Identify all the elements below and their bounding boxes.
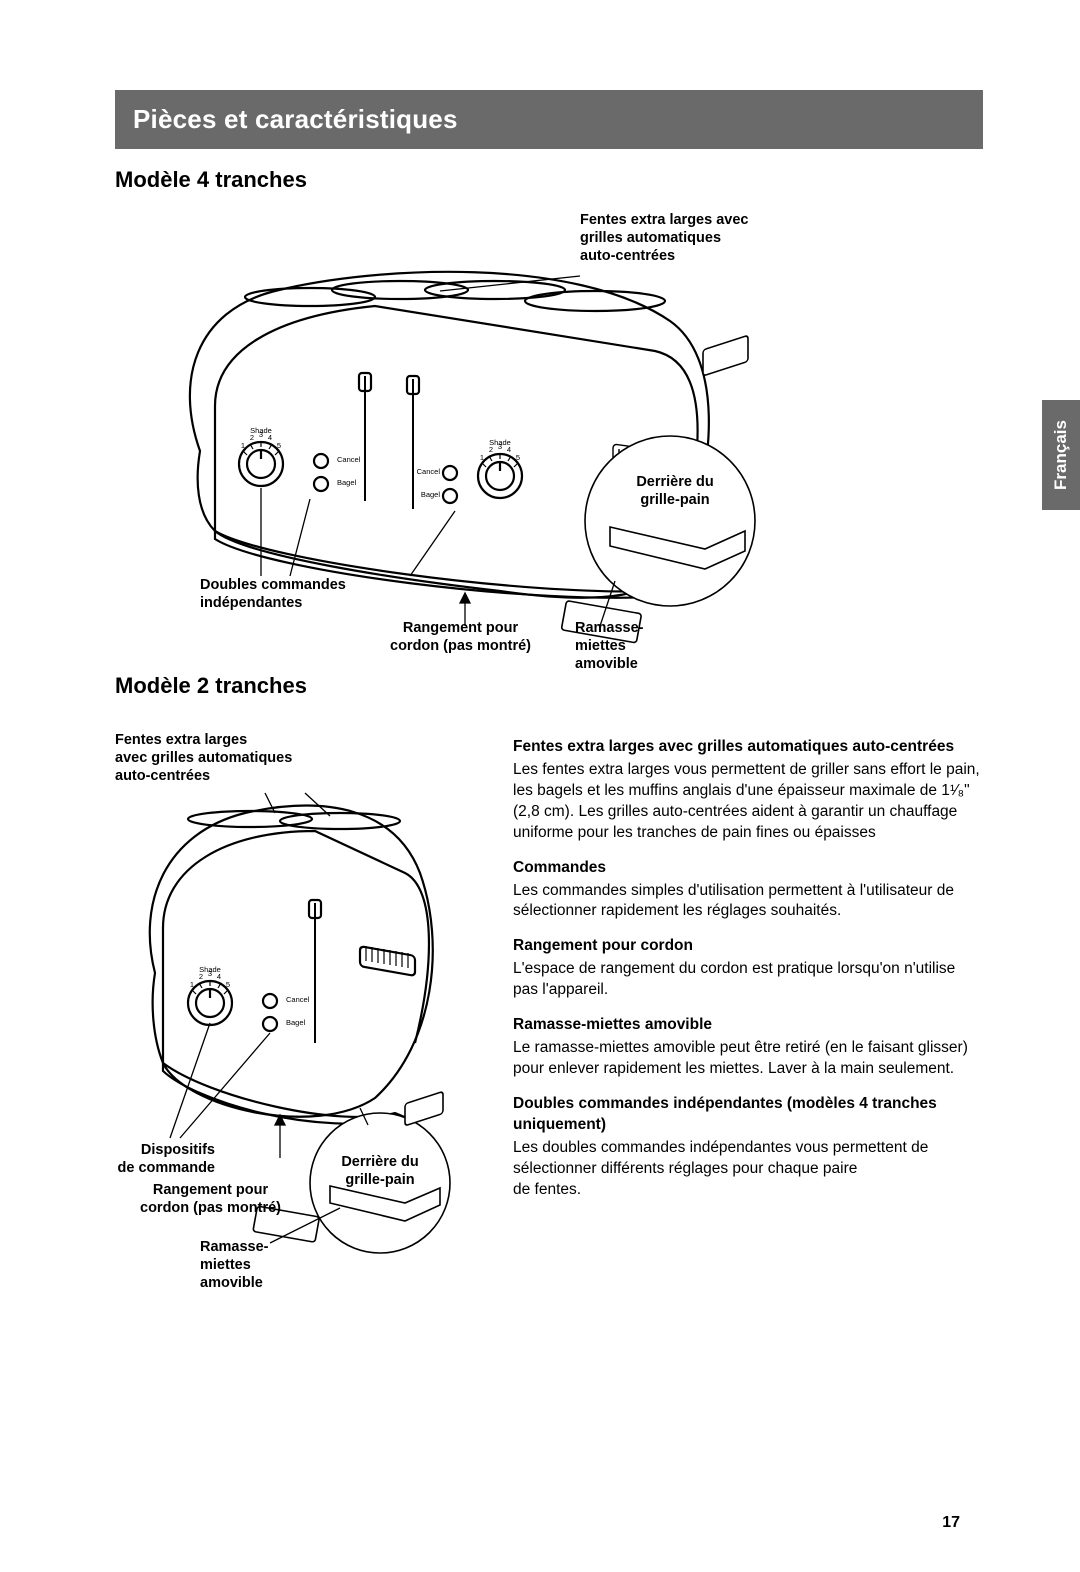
callout-dual-4: Doubles commandesindépendantes <box>200 576 346 612</box>
svg-text:Cancel: Cancel <box>417 467 441 476</box>
svg-text:3: 3 <box>208 969 212 978</box>
callout-controls-2: Dispositifsde commande <box>105 1141 215 1177</box>
page-title-bar: Pièces et caractéristiques <box>115 90 983 149</box>
callout-crumb-2: Ramasse-miettesamovible <box>200 1238 269 1292</box>
svg-text:1: 1 <box>480 453 484 462</box>
desc-s5-title: Doubles commandes indépendantes (modèles… <box>513 1094 983 1136</box>
svg-text:2: 2 <box>199 972 203 981</box>
callout-slots-4: Fentes extra larges avecgrilles automati… <box>580 211 790 265</box>
language-tab: Français <box>1042 400 1080 510</box>
svg-text:4: 4 <box>268 433 272 442</box>
page-number: 17 <box>942 1514 960 1532</box>
language-label: Français <box>1051 420 1071 490</box>
desc-s5-body: Les doubles commandes indépendantes vous… <box>513 1138 983 1201</box>
svg-text:5: 5 <box>516 453 520 462</box>
svg-text:2: 2 <box>489 445 493 454</box>
svg-text:3: 3 <box>259 430 263 439</box>
svg-text:2: 2 <box>250 433 254 442</box>
model2-diagram: Shade 12345 Cancel Bagel Fentes extra la… <box>115 713 485 1323</box>
callout-cord-4: Rangement pourcordon (pas montré) <box>390 619 531 655</box>
description-column: Fentes extra larges avec grilles automat… <box>513 707 983 1201</box>
toaster-2slice-svg: Shade 12345 Cancel Bagel <box>115 713 485 1323</box>
svg-text:4: 4 <box>217 972 221 981</box>
model2-heading: Modèle 2 tranches <box>115 673 983 699</box>
model4-diagram: Shade 12345 Shade 12345 Cancel Bagel Can… <box>115 201 875 661</box>
callout-crumb-4: Ramasse-miettesamovible <box>575 619 644 673</box>
svg-text:5: 5 <box>226 980 230 989</box>
desc-s2-body: Les commandes simples d'utilisation perm… <box>513 881 983 923</box>
svg-text:1: 1 <box>190 980 194 989</box>
model4-heading: Modèle 4 tranches <box>115 167 983 193</box>
svg-text:Cancel: Cancel <box>337 455 361 464</box>
model2-row: Shade 12345 Cancel Bagel Fentes extra la… <box>115 707 983 1323</box>
callout-back-4: Derrière dugrille-pain <box>625 473 725 509</box>
desc-s3-body: L'espace de rangement du cordon est prat… <box>513 959 983 1001</box>
desc-s1-title: Fentes extra larges avec grilles automat… <box>513 737 983 758</box>
manual-page: Pièces et caractéristiques Modèle 4 tran… <box>115 90 983 1323</box>
callout-slots-2: Fentes extra largesavec grilles automati… <box>115 731 292 785</box>
svg-text:3: 3 <box>498 442 502 451</box>
callout-cord-2: Rangement pourcordon (pas montré) <box>140 1181 281 1217</box>
svg-text:Bagel: Bagel <box>421 490 441 499</box>
svg-text:4: 4 <box>507 445 511 454</box>
callout-back-2: Derrière dugrille-pain <box>330 1153 430 1189</box>
desc-s2-title: Commandes <box>513 858 983 879</box>
svg-text:1: 1 <box>241 441 245 450</box>
desc-s4-title: Ramasse-miettes amovible <box>513 1015 983 1036</box>
svg-text:5: 5 <box>277 441 281 450</box>
svg-text:Bagel: Bagel <box>286 1018 306 1027</box>
svg-text:Cancel: Cancel <box>286 995 310 1004</box>
page-title: Pièces et caractéristiques <box>133 104 458 134</box>
desc-s4-body: Le ramasse-miettes amovible peut être re… <box>513 1038 983 1080</box>
svg-text:Bagel: Bagel <box>337 478 357 487</box>
desc-s3-title: Rangement pour cordon <box>513 936 983 957</box>
desc-s1-body: Les fentes extra larges vous permettent … <box>513 760 983 844</box>
